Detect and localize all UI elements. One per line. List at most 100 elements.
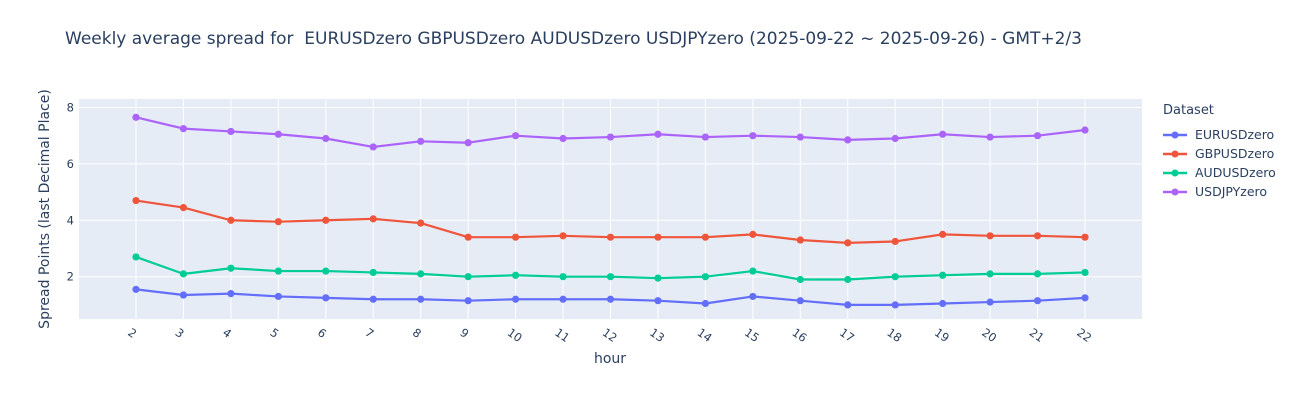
x-tick-label: 16 <box>790 325 810 345</box>
data-point-GBPUSDzero-h22 <box>1081 233 1089 241</box>
legend-marker-dot <box>1171 188 1179 195</box>
data-point-AUDUSDzero-h16 <box>796 275 804 284</box>
legend-item-label: USDJPYzero <box>1195 184 1268 199</box>
legend: Dataset EURUSDzero GBPUSDzero AUDUSDzero US… <box>1163 103 1276 201</box>
y-tick-label: 8 <box>67 100 74 114</box>
x-tick-label: 8 <box>410 325 424 341</box>
legend-item-USDJPYzero[interactable]: USDJPYzero <box>1163 182 1276 201</box>
x-tick-label: 15 <box>742 325 762 345</box>
data-point-GBPUSDzero-h2 <box>132 196 140 205</box>
x-tick-labels: 2 3 4 5 6 7 8 9 10 11 12 13 14 15 16 17 18 19 20 21 22 <box>125 325 1094 345</box>
x-tick-label: 10 <box>505 325 525 345</box>
data-point-USDJPYzero-h6 <box>322 134 330 143</box>
data-point-EURUSDzero-h9 <box>464 297 472 305</box>
data-point-GBPUSDzero-h20 <box>986 232 994 240</box>
data-point-USDJPYzero-h12 <box>606 133 615 141</box>
x-tick-label: 17 <box>837 325 857 345</box>
x-tick-label: 19 <box>932 325 952 345</box>
data-point-EURUSDzero-h3 <box>179 291 188 299</box>
data-point-GBPUSDzero-h18 <box>891 237 899 246</box>
data-point-EURUSDzero-h12 <box>606 295 615 303</box>
x-tick-label: 3 <box>173 325 187 341</box>
data-point-AUDUSDzero-h8 <box>417 270 425 278</box>
data-point-AUDUSDzero-h11 <box>559 273 567 281</box>
data-point-AUDUSDzero-h14 <box>701 273 710 281</box>
data-point-EURUSDzero-h16 <box>796 297 804 305</box>
x-tick-label: 4 <box>220 325 234 341</box>
series-markers-EURUSDzero <box>132 285 1089 309</box>
x-tick-label: 14 <box>695 325 715 345</box>
data-point-USDJPYzero-h21 <box>1033 132 1042 140</box>
data-point-GBPUSDzero-h7 <box>369 215 377 223</box>
data-point-USDJPYzero-h8 <box>417 137 425 145</box>
x-tick-label: 22 <box>1074 325 1094 345</box>
data-point-USDJPYzero-h10 <box>511 132 520 140</box>
data-point-USDJPYzero-h3 <box>179 125 188 133</box>
x-tick-label: 6 <box>315 325 329 341</box>
data-point-AUDUSDzero-h7 <box>369 268 377 277</box>
data-point-AUDUSDzero-h20 <box>986 270 994 278</box>
legend-title: Dataset <box>1163 103 1214 118</box>
legend-item-label: EURUSDzero <box>1195 127 1275 142</box>
data-point-GBPUSDzero-h5 <box>274 218 282 226</box>
data-point-AUDUSDzero-h22 <box>1081 268 1089 277</box>
data-point-USDJPYzero-h2 <box>132 113 140 121</box>
chart-title: Weekly average spread for EURUSDzero GBP… <box>65 29 1082 49</box>
legend-item-GBPUSDzero[interactable]: GBPUSDzero <box>1163 144 1276 163</box>
data-point-AUDUSDzero-h21 <box>1033 270 1042 278</box>
data-point-GBPUSDzero-h6 <box>322 216 330 224</box>
data-point-EURUSDzero-h10 <box>511 295 520 303</box>
data-point-AUDUSDzero-h15 <box>749 267 757 275</box>
legend-item-EURUSDzero[interactable]: EURUSDzero <box>1163 125 1276 144</box>
data-point-USDJPYzero-h4 <box>227 127 235 136</box>
data-point-USDJPYzero-h19 <box>939 130 947 138</box>
x-tick-label: 18 <box>884 325 904 345</box>
data-point-GBPUSDzero-h9 <box>464 233 472 241</box>
x-tick-label: 21 <box>1027 325 1047 345</box>
legend-marker-dot <box>1171 150 1179 157</box>
data-point-AUDUSDzero-h5 <box>274 267 282 275</box>
data-point-AUDUSDzero-h9 <box>464 273 472 281</box>
legend-item-AUDUSDzero[interactable]: AUDUSDzero <box>1163 163 1276 182</box>
data-point-EURUSDzero-h4 <box>227 290 235 298</box>
data-point-EURUSDzero-h18 <box>891 301 899 309</box>
legend-items: EURUSDzero GBPUSDzero AUDUSDzero USDJPYzero <box>1163 125 1276 201</box>
data-point-GBPUSDzero-h19 <box>939 230 947 238</box>
legend-marker-icon <box>1163 188 1187 195</box>
data-point-AUDUSDzero-h3 <box>179 270 188 278</box>
data-point-USDJPYzero-h17 <box>844 136 852 144</box>
x-axis-title: hour <box>593 351 627 367</box>
legend-marker-icon <box>1163 169 1187 176</box>
data-point-USDJPYzero-h7 <box>369 143 377 151</box>
data-point-USDJPYzero-h22 <box>1081 126 1089 134</box>
data-point-USDJPYzero-h16 <box>796 133 804 141</box>
data-point-EURUSDzero-h2 <box>132 285 140 293</box>
data-point-AUDUSDzero-h17 <box>844 275 852 284</box>
data-point-USDJPYzero-h9 <box>464 139 472 147</box>
data-point-EURUSDzero-h13 <box>654 297 662 305</box>
legend-marker-icon <box>1163 131 1187 138</box>
data-point-USDJPYzero-h15 <box>749 132 757 140</box>
data-point-USDJPYzero-h5 <box>274 130 282 138</box>
data-point-AUDUSDzero-h4 <box>227 264 235 272</box>
data-point-GBPUSDzero-h13 <box>654 233 662 241</box>
y-axis-title: Spread Points (last Decimal Place) <box>37 89 53 329</box>
data-point-GBPUSDzero-h10 <box>511 233 520 241</box>
legend-item-label: AUDUSDzero <box>1195 165 1276 180</box>
data-point-AUDUSDzero-h12 <box>606 273 615 281</box>
data-point-EURUSDzero-h21 <box>1033 297 1042 305</box>
data-point-GBPUSDzero-h4 <box>227 216 235 224</box>
data-point-EURUSDzero-h7 <box>369 295 377 303</box>
y-tick-label: 2 <box>67 270 74 284</box>
y-tick-labels: 2 4 6 8 <box>67 100 74 283</box>
data-point-GBPUSDzero-h8 <box>417 219 425 227</box>
data-point-AUDUSDzero-h19 <box>939 271 947 279</box>
data-point-EURUSDzero-h19 <box>939 299 947 308</box>
data-point-GBPUSDzero-h16 <box>796 236 804 244</box>
data-point-GBPUSDzero-h15 <box>749 230 757 238</box>
data-point-EURUSDzero-h5 <box>274 292 282 301</box>
data-point-USDJPYzero-h14 <box>701 133 710 141</box>
series-markers-USDJPYzero <box>132 113 1089 151</box>
